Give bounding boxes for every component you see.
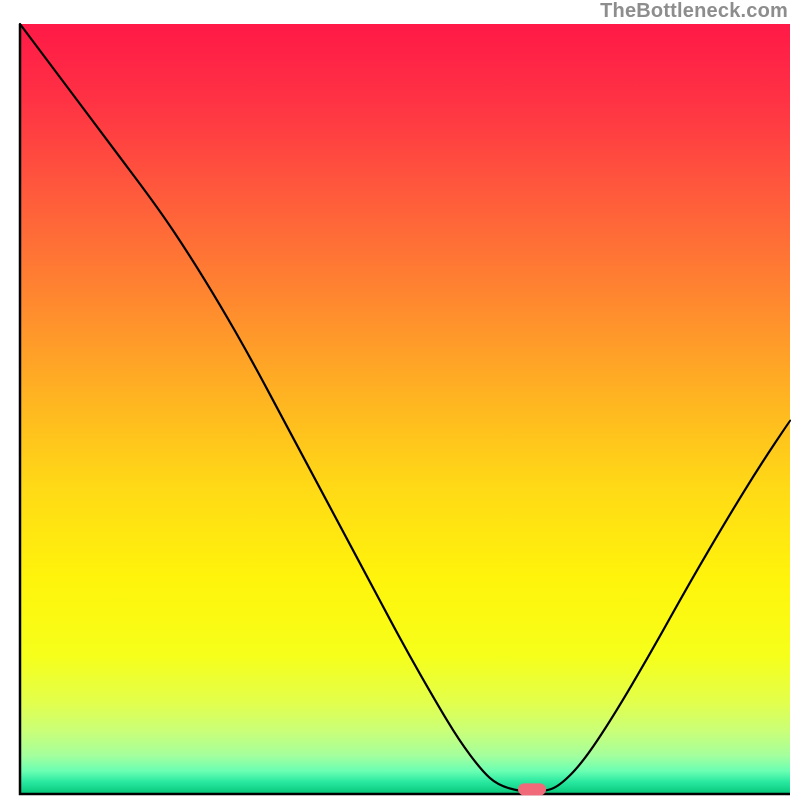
watermark-label: TheBottleneck.com <box>600 0 788 23</box>
bottleneck-chart <box>0 0 800 800</box>
chart-background <box>20 24 790 794</box>
optimal-marker <box>518 783 546 795</box>
chart-container: TheBottleneck.com <box>0 0 800 800</box>
